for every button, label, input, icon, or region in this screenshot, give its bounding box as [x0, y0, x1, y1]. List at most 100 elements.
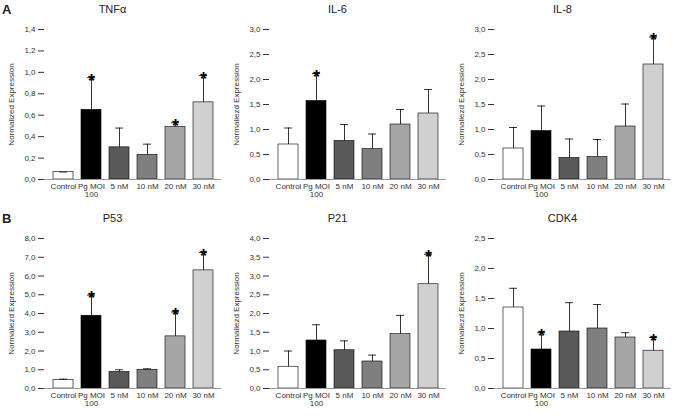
- svg-text:7,0: 7,0: [24, 253, 36, 262]
- svg-text:20 nM: 20 nM: [614, 391, 637, 400]
- svg-text:0,5: 0,5: [474, 354, 486, 363]
- svg-text:Control: Control: [51, 182, 77, 191]
- svg-text:10 nM: 10 nM: [361, 182, 384, 191]
- svg-text:3,5: 3,5: [249, 253, 261, 262]
- svg-text:*: *: [425, 247, 432, 267]
- svg-text:Control: Control: [276, 182, 302, 191]
- svg-text:Control: Control: [501, 391, 527, 400]
- svg-text:0,8: 0,8: [24, 89, 36, 98]
- svg-text:*: *: [88, 288, 95, 308]
- svg-text:30 nM: 30 nM: [642, 182, 665, 191]
- svg-text:2,5: 2,5: [249, 50, 261, 59]
- svg-text:3,0: 3,0: [249, 25, 261, 34]
- svg-text:20 nM: 20 nM: [164, 182, 187, 191]
- svg-text:2,5: 2,5: [249, 290, 261, 299]
- svg-text:1,5: 1,5: [249, 100, 261, 109]
- svg-text:Normaliezd Expression: Normaliezd Expression: [7, 272, 16, 354]
- svg-text:1,5: 1,5: [474, 100, 486, 109]
- svg-text:5 nM: 5 nM: [336, 182, 354, 191]
- svg-text:8,0: 8,0: [24, 234, 36, 243]
- svg-text:1,0: 1,0: [249, 125, 261, 134]
- svg-text:Control: Control: [501, 182, 527, 191]
- svg-text:10 nM: 10 nM: [586, 391, 609, 400]
- svg-text:5 nM: 5 nM: [561, 182, 579, 191]
- svg-text:1,0: 1,0: [249, 347, 261, 356]
- svg-text:2,0: 2,0: [249, 309, 261, 318]
- svg-text:10 nM: 10 nM: [136, 391, 159, 400]
- svg-text:0,6: 0,6: [24, 111, 36, 120]
- svg-text:5,0: 5,0: [24, 290, 36, 299]
- svg-text:0,5: 0,5: [474, 150, 486, 159]
- svg-text:5 nM: 5 nM: [561, 391, 579, 400]
- svg-text:1,0: 1,0: [24, 365, 36, 374]
- svg-text:*: *: [313, 67, 320, 87]
- svg-text:30 nM: 30 nM: [417, 391, 440, 400]
- svg-text:0,0: 0,0: [24, 175, 36, 184]
- html-text:TNFα: TNFα: [98, 3, 127, 15]
- svg-text:2,0: 2,0: [249, 75, 261, 84]
- svg-text:Pg MOI100: Pg MOI100: [78, 391, 105, 408]
- svg-text:*: *: [200, 246, 207, 266]
- svg-text:0,4: 0,4: [24, 132, 36, 141]
- svg-text:Pg MOI100: Pg MOI100: [528, 182, 555, 199]
- svg-text:*: *: [172, 116, 179, 136]
- svg-text:Normaliezd Expression: Normaliezd Expression: [457, 63, 466, 145]
- svg-text:0,0: 0,0: [24, 384, 36, 393]
- svg-text:1,5: 1,5: [474, 294, 486, 303]
- svg-text:Normalized Expression: Normalized Expression: [7, 63, 16, 145]
- svg-text:20 nM: 20 nM: [389, 182, 412, 191]
- svg-text:*: *: [200, 69, 207, 89]
- svg-text:1,2: 1,2: [24, 46, 36, 55]
- svg-text:2,0: 2,0: [24, 347, 36, 356]
- svg-text:Normaliezd Expression: Normaliezd Expression: [232, 63, 241, 145]
- svg-text:0,0: 0,0: [474, 384, 486, 393]
- svg-text:2,5: 2,5: [474, 50, 486, 59]
- svg-text:4,0: 4,0: [249, 234, 261, 243]
- svg-text:4,0: 4,0: [24, 309, 36, 318]
- svg-text:3,0: 3,0: [249, 272, 261, 281]
- svg-text:Normaliezd Expression: Normaliezd Expression: [232, 272, 241, 354]
- svg-text:0,2: 0,2: [24, 154, 36, 163]
- svg-text:0,5: 0,5: [249, 150, 261, 159]
- svg-text:Pg MOI100: Pg MOI100: [528, 391, 555, 408]
- svg-text:0,0: 0,0: [249, 384, 261, 393]
- svg-text:*: *: [172, 305, 179, 325]
- svg-text:0,5: 0,5: [249, 365, 261, 374]
- svg-text:Pg MOI100: Pg MOI100: [303, 182, 330, 199]
- svg-text:1,0: 1,0: [474, 125, 486, 134]
- svg-text:10 nM: 10 nM: [586, 182, 609, 191]
- svg-text:6,0: 6,0: [24, 272, 36, 281]
- svg-text:1,4: 1,4: [24, 25, 36, 34]
- svg-text:1,0: 1,0: [24, 68, 36, 77]
- svg-text:Pg MOI100: Pg MOI100: [303, 391, 330, 408]
- svg-text:10 nM: 10 nM: [136, 182, 159, 191]
- svg-text:30 nM: 30 nM: [192, 391, 215, 400]
- svg-text:3,0: 3,0: [474, 25, 486, 34]
- svg-text:0,0: 0,0: [249, 175, 261, 184]
- svg-text:20 nM: 20 nM: [164, 391, 187, 400]
- svg-text:Pg MOI100: Pg MOI100: [78, 182, 105, 199]
- svg-text:3,0: 3,0: [24, 328, 36, 337]
- svg-text:*: *: [650, 30, 657, 50]
- svg-text:20 nM: 20 nM: [614, 182, 637, 191]
- svg-text:Normaliezd Expression: Normaliezd Expression: [457, 272, 466, 354]
- svg-text:*: *: [538, 326, 545, 346]
- svg-text:5 nM: 5 nM: [111, 391, 129, 400]
- svg-text:2,0: 2,0: [474, 264, 486, 273]
- svg-text:*: *: [650, 331, 657, 351]
- svg-text:5 nM: 5 nM: [336, 391, 354, 400]
- svg-text:2,0: 2,0: [474, 75, 486, 84]
- svg-text:30 nM: 30 nM: [642, 391, 665, 400]
- svg-text:1,5: 1,5: [249, 328, 261, 337]
- svg-text:Control: Control: [51, 391, 77, 400]
- svg-text:Control: Control: [276, 391, 302, 400]
- svg-text:5 nM: 5 nM: [111, 182, 129, 191]
- svg-text:30 nM: 30 nM: [417, 182, 440, 191]
- svg-text:0,0: 0,0: [474, 175, 486, 184]
- svg-text:30 nM: 30 nM: [192, 182, 215, 191]
- svg-text:1,0: 1,0: [474, 324, 486, 333]
- svg-text:10 nM: 10 nM: [361, 391, 384, 400]
- svg-text:2,5: 2,5: [474, 234, 486, 243]
- svg-text:*: *: [88, 71, 95, 91]
- svg-text:20 nM: 20 nM: [389, 391, 412, 400]
